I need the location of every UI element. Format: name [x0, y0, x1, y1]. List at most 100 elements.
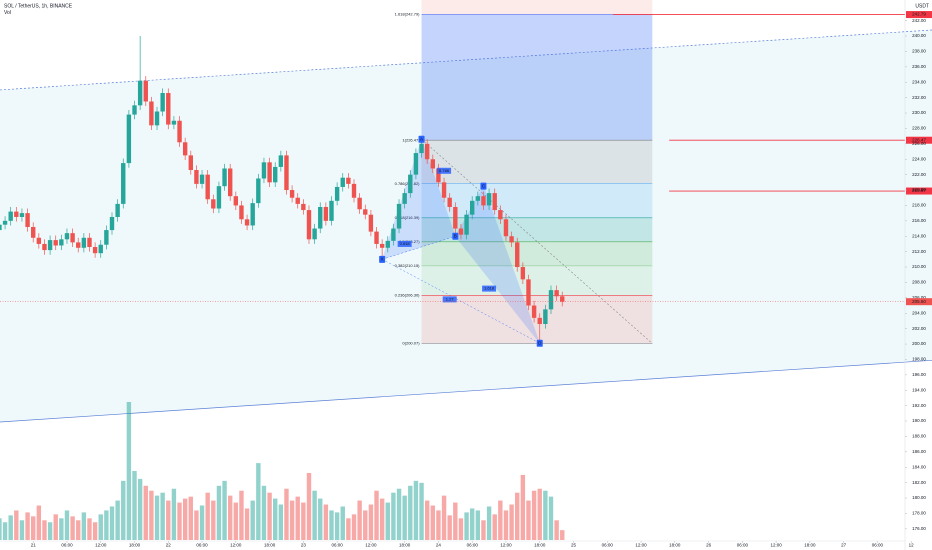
candle-body: [284, 155, 289, 191]
volume-bar: [318, 498, 323, 540]
candle-body: [548, 290, 554, 310]
pattern-point-tag: [418, 135, 425, 143]
candle-body: [121, 163, 126, 204]
x-tick-label: 23: [301, 543, 307, 548]
volume-bar: [464, 512, 469, 540]
y-tick-label: 202.00: [912, 326, 926, 331]
candle-body: [8, 211, 13, 221]
volume-bar: [177, 502, 182, 540]
y-tick-label: 224.00: [912, 156, 926, 161]
candle-body: [537, 317, 542, 325]
volume-bar: [109, 506, 115, 540]
volume-bar: [132, 471, 137, 540]
y-tick-label: 222.00: [912, 172, 926, 177]
y-tick-label: 188.00: [912, 434, 926, 439]
volume-bar: [233, 502, 239, 540]
candle-body: [14, 211, 19, 217]
candle-body: [453, 206, 458, 229]
fib-zone: [421, 241, 653, 266]
candle-body: [340, 177, 345, 187]
candle-body: [289, 190, 295, 198]
volume-bar: [537, 488, 542, 540]
volume-bar: [323, 504, 329, 540]
candle-body: [222, 168, 227, 187]
volume-bar: [289, 500, 295, 540]
y-tick-label: 236.00: [912, 64, 926, 69]
volume-bar: [295, 496, 300, 540]
candle-body: [357, 197, 362, 210]
volume-bar: [475, 510, 481, 540]
price-level-label: 242.79: [912, 12, 926, 17]
volume-bar: [267, 492, 272, 540]
candle-body: [323, 206, 329, 221]
candle-body: [216, 186, 222, 209]
volume-bar: [166, 500, 171, 540]
candle-body: [194, 170, 199, 184]
candle-body: [81, 237, 87, 248]
volume-bar: [160, 492, 165, 540]
volume-bar: [2, 522, 8, 540]
candle-body: [379, 243, 385, 248]
candle-body: [391, 228, 396, 241]
candle-body: [227, 168, 233, 197]
fib-zone: [421, 183, 653, 218]
candle-body: [109, 216, 115, 231]
volume-bar: [408, 485, 413, 540]
volume-bar: [385, 502, 390, 540]
x-tick-label: 12:00: [365, 543, 377, 548]
candle-body: [25, 213, 30, 227]
candle-body: [481, 196, 486, 206]
candle-body: [76, 242, 81, 248]
volume-bar: [498, 500, 503, 540]
pattern-xb: [382, 236, 456, 260]
volume-bar: [227, 495, 233, 540]
volume-bar: [121, 480, 126, 540]
volume-bar: [14, 510, 19, 540]
pattern-bcd: [455, 185, 540, 344]
y-tick-label: 228.00: [912, 126, 926, 131]
candle-body: [205, 174, 210, 200]
y-tick-label: 176.00: [912, 526, 926, 531]
candle-body: [475, 196, 481, 201]
x-tick-label: 06:00: [331, 543, 343, 548]
volume-bar: [70, 516, 75, 540]
pattern-point-label: A: [420, 136, 423, 141]
volume-bar: [306, 472, 312, 540]
candle-body: [346, 177, 351, 184]
y-tick-label: 196.00: [912, 372, 926, 377]
candle-body: [486, 193, 492, 206]
candle-body: [70, 233, 75, 243]
volume-bar: [0, 518, 2, 540]
fib-trend: [421, 138, 653, 344]
y-tick-label: 216.00: [912, 218, 926, 223]
candle-body: [503, 219, 509, 237]
candle-body: [267, 162, 272, 183]
volume-bar: [8, 515, 13, 540]
pattern-xd: [382, 259, 540, 344]
x-tick-label: 06:00: [602, 543, 614, 548]
candle-body: [154, 111, 160, 126]
volume-bar: [436, 510, 441, 540]
x-tick-label: 06:00: [872, 543, 884, 548]
volume-bar: [278, 504, 284, 540]
volume-bar: [419, 482, 424, 540]
volume-bar: [340, 506, 345, 540]
last-price-label: 205.50: [912, 299, 926, 304]
volume-bar: [430, 505, 436, 540]
volume-bar: [171, 488, 177, 540]
volume-bar: [548, 496, 554, 540]
x-tick-label: 27: [841, 543, 847, 548]
y-tick-label: 182.00: [912, 480, 926, 485]
volume-bar: [81, 512, 87, 540]
price-level-tag: [906, 187, 932, 195]
candle-body: [560, 296, 565, 302]
x-tick-label: 25: [571, 543, 577, 548]
candle-body: [526, 279, 531, 306]
volume-bar: [31, 516, 36, 540]
candle-body: [469, 200, 475, 215]
candle-body: [64, 233, 70, 240]
volume-bar: [391, 492, 396, 540]
candle-body: [250, 203, 255, 226]
